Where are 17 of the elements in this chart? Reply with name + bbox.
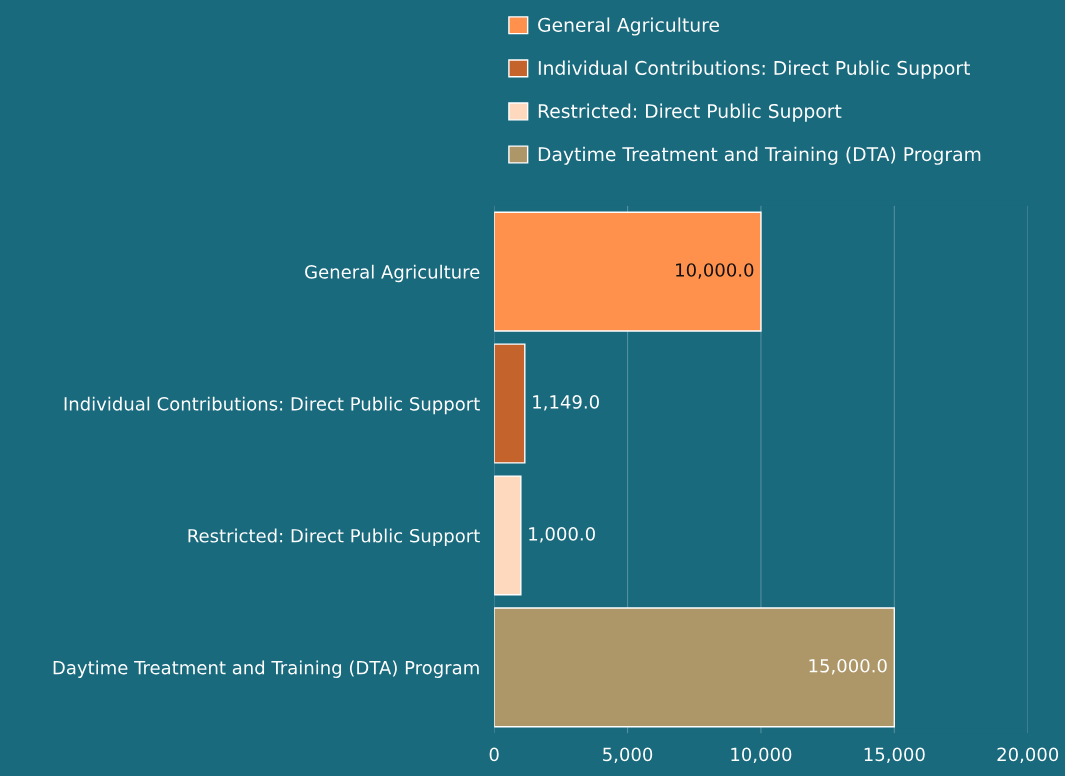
legend-label: Individual Contributions: Direct Public Support [538, 60, 970, 79]
x-tick-label: 20,000 [997, 747, 1059, 764]
y-tick-label: Restricted: Direct Public Support [188, 528, 480, 547]
y-tick-label: Daytime Treatment and Training (DTA) Program [53, 660, 479, 678]
data-label: 10,000.0 [676, 263, 754, 279]
x-tick-label: 10,000 [731, 747, 792, 764]
legend-label: Daytime Treatment and Training (DTA) Program [538, 146, 981, 165]
y-tick-label: General Agriculture [305, 264, 480, 283]
data-label: 1,149.0 [533, 395, 599, 411]
x-tick-label: 15,000 [864, 747, 925, 764]
x-tick-label: 5,000 [603, 747, 653, 764]
x-tick-label: 0 [489, 747, 499, 762]
legend-label: General Agriculture [538, 17, 719, 36]
data-label: 15,000.0 [809, 658, 887, 675]
legend-label: Restricted: Direct Public Support [538, 103, 842, 122]
data-label: 1,000.0 [529, 527, 595, 543]
y-tick-label: Individual Contributions: Direct Public Support [64, 396, 480, 415]
